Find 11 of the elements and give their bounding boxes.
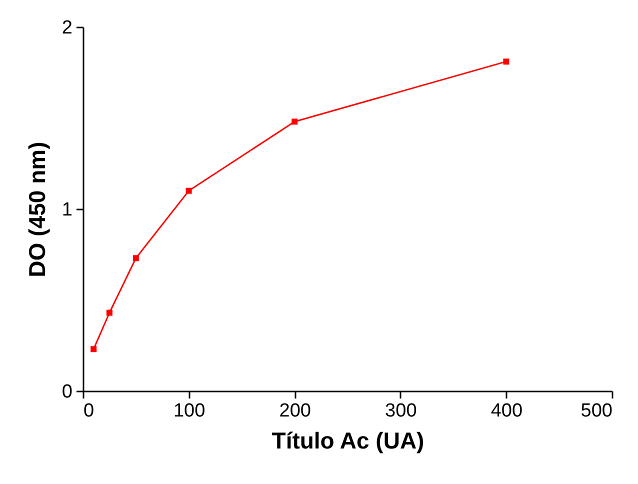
x-tick-label: 300 [385,400,417,422]
x-tick-label: 400 [490,400,523,422]
x-tick-label: 0 [84,400,94,422]
x-tick-label: 200 [279,400,311,422]
y-tick-label: 1 [62,200,72,220]
y-tick-label: 2 [62,18,72,38]
x-tick-label: 500 [580,400,612,422]
x-tick-label: 100 [173,400,206,422]
x-axis-title: Título Ac (UA) [272,428,424,454]
y-tick-label: 0 [62,382,72,402]
y-axis-title: DO (450 nm) [24,142,50,278]
